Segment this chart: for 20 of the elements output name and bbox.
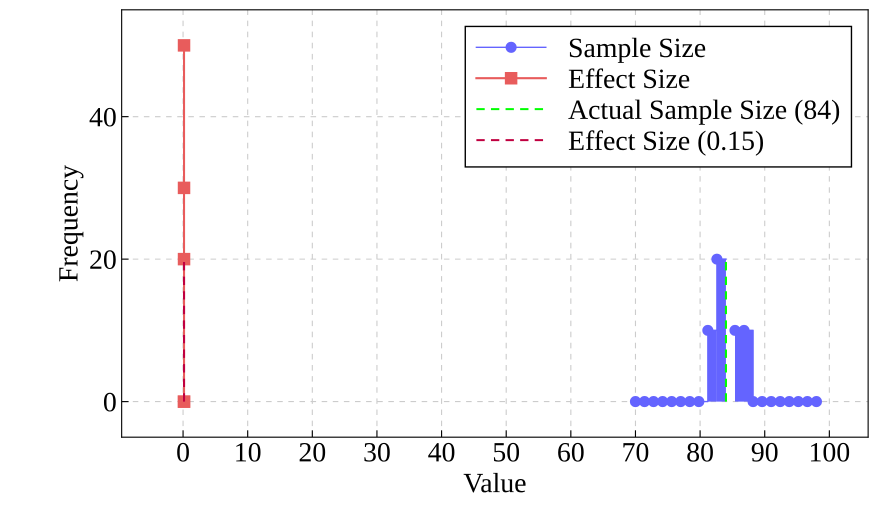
x-tick-label: 10 [236,442,261,462]
legend-label: Effect Size (0.15) [568,130,764,156]
x-tick-label: 40 [428,442,454,462]
x-tick-label: 0 [177,442,189,462]
x-tick-label: 70 [623,442,648,462]
x-tick-label: 30 [364,442,390,462]
y-tick-label: 0 [104,392,116,412]
x-tick-label: 90 [752,442,778,462]
legend-label: Sample Size [570,38,706,63]
x-tick-label: 50 [494,442,520,462]
legend-label: Effect Size [568,68,690,88]
x-tick-label: 100 [810,442,850,462]
x-tick-label: 20 [300,442,326,462]
x-tick-label: 80 [687,442,713,462]
y-tick-label: 40 [90,108,116,127]
legend-label: Actual Sample Size (84) [568,100,840,125]
x-axis-title: Value [464,472,526,493]
y-axis-title: Frequency [59,165,84,282]
x-tick-label: 60 [558,442,584,462]
y-tick-label: 20 [90,250,116,270]
